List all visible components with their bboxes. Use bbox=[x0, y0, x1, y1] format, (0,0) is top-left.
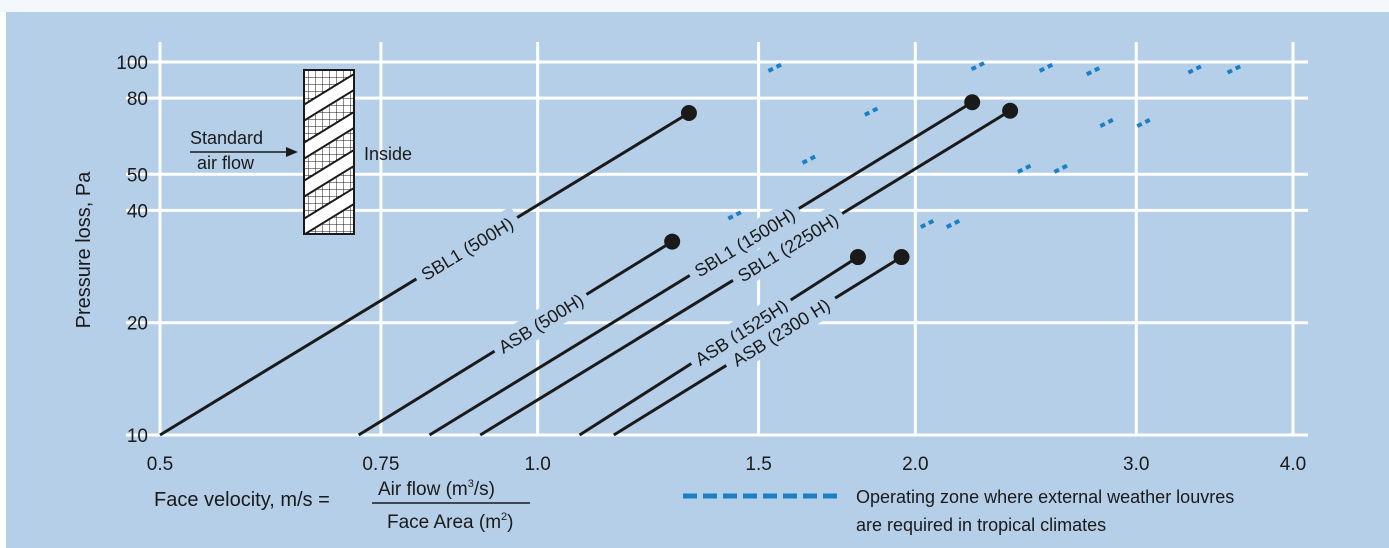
series-label-bg bbox=[684, 289, 798, 375]
louvre-blades bbox=[304, 72, 354, 234]
y-tick-label: 40 bbox=[127, 201, 148, 222]
y-axis-label: Pressure loss, Pa bbox=[73, 171, 95, 329]
series-end-point bbox=[1002, 102, 1019, 119]
operating-zone-mark bbox=[1187, 62, 1206, 75]
x-tick-label: 1.5 bbox=[745, 454, 771, 475]
diagram-label-inlet2: air flow bbox=[197, 153, 255, 173]
x-tick-label: 2.0 bbox=[902, 454, 928, 475]
x-tick-label: 0.75 bbox=[362, 454, 399, 475]
x-tick-label: 0.5 bbox=[147, 454, 173, 475]
operating-zone-marks bbox=[727, 59, 1245, 229]
tick-labels: 0.5 0.75 1.0 1.5 2.0 3.0 4.0 10 20 40 50 80 100 bbox=[116, 53, 1306, 475]
operating-zone-mark bbox=[1226, 62, 1245, 75]
legend-text-line1: Operating zone where external weather lo… bbox=[856, 487, 1234, 507]
top-strip bbox=[0, 0, 1389, 12]
operating-zone-mark bbox=[801, 153, 820, 165]
operating-zone-mark bbox=[767, 61, 786, 73]
x-tick-label: 3.0 bbox=[1123, 454, 1149, 475]
series-label-bg bbox=[726, 202, 849, 292]
diagram-label-outlet: Inside bbox=[364, 144, 412, 164]
louvre-diagram: Standard air flow Inside bbox=[190, 69, 412, 235]
series-end-point bbox=[664, 233, 681, 250]
series-label-bg bbox=[719, 287, 842, 377]
operating-zone-mark bbox=[1136, 116, 1155, 128]
series-label: SBL1 (500H) bbox=[418, 213, 517, 284]
y-tick-label: 20 bbox=[127, 314, 148, 335]
diagram-label-inlet: Standard bbox=[190, 128, 263, 148]
operating-zone-mark bbox=[945, 217, 964, 229]
operating-zone-mark bbox=[1085, 64, 1104, 77]
series-label-bg bbox=[487, 283, 594, 363]
x-axis-label-prefix: Face velocity, m/s = bbox=[154, 489, 330, 511]
x-axis-label-denominator: Face Area (m2) bbox=[387, 511, 514, 533]
operating-zone-mark bbox=[1053, 162, 1072, 174]
y-tick-label: 10 bbox=[127, 426, 148, 447]
series-end-point bbox=[893, 249, 910, 266]
operating-zone-mark bbox=[970, 59, 989, 72]
operating-zone-mark bbox=[727, 208, 746, 221]
y-tick-label: 80 bbox=[127, 89, 148, 110]
x-tick-label: 1.0 bbox=[524, 454, 550, 475]
series-end-point bbox=[680, 104, 697, 121]
series-end-point bbox=[964, 94, 981, 111]
series-lines: SBL1 (500H)ASB (500H)SBL1 (1500H)SBL1 (2… bbox=[159, 94, 1019, 437]
operating-zone-mark bbox=[863, 104, 882, 117]
series-label-group: SBL1 (500H) bbox=[409, 206, 524, 291]
x-tick-label: 4.0 bbox=[1280, 454, 1306, 475]
y-tick-label: 100 bbox=[116, 53, 148, 74]
operating-zone-mark bbox=[1017, 162, 1035, 174]
series-end-point bbox=[849, 249, 866, 266]
operating-zone-mark bbox=[919, 217, 938, 229]
operating-zone-mark bbox=[1038, 61, 1057, 73]
operating-zone-mark bbox=[1099, 116, 1118, 128]
series-label-bg bbox=[682, 197, 806, 287]
y-tick-label: 50 bbox=[127, 165, 148, 186]
legend-text-line2: are required in tropical climates bbox=[856, 515, 1106, 535]
x-axis-label-numerator: Air flow (m3/s) bbox=[378, 478, 495, 500]
series-label-bg bbox=[409, 206, 524, 291]
arrow-head-icon bbox=[286, 147, 298, 157]
